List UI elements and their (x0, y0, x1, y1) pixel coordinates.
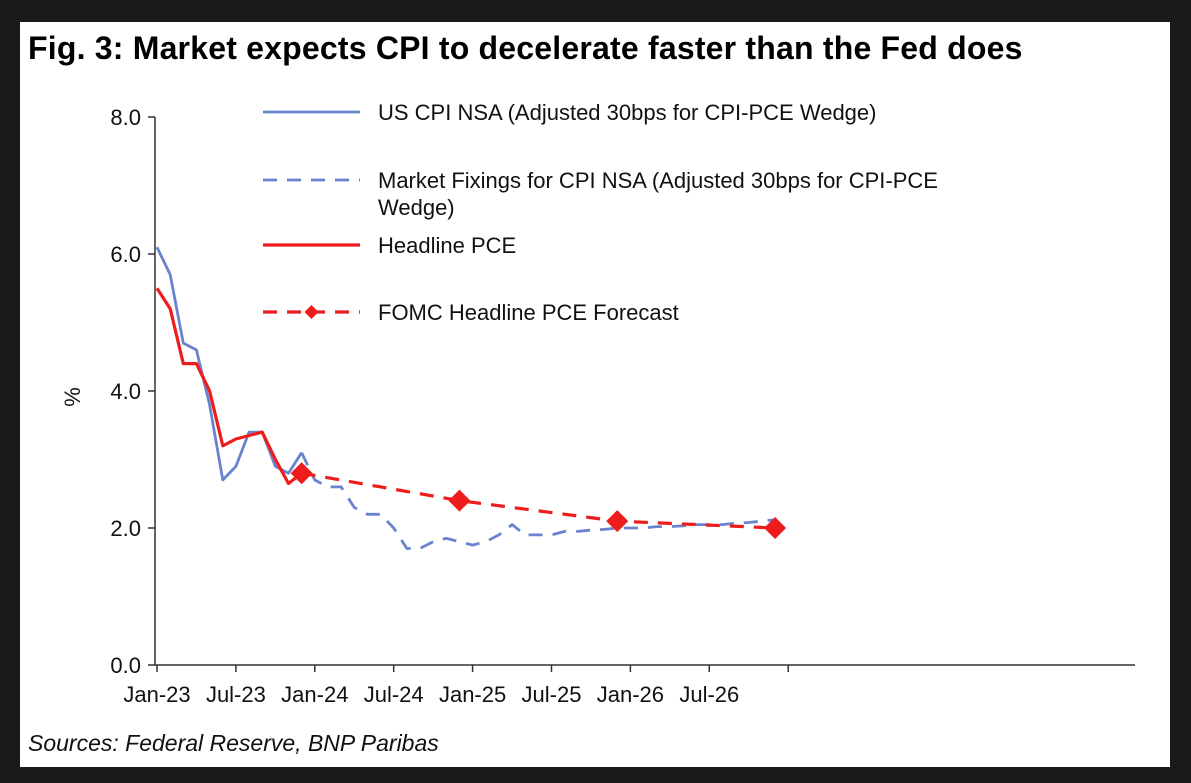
forecast-marker (448, 489, 471, 512)
series-line-4 (301, 471, 776, 530)
legend-label-4: FOMC Headline PCE Forecast (378, 300, 679, 325)
chart-card: Fig. 3: Market expects CPI to decelerate… (20, 22, 1170, 767)
y-axis-label: % (60, 387, 85, 407)
x-tick-label: Jan-26 (597, 682, 664, 707)
legend-label-line: Market Fixings for CPI NSA (Adjusted 30b… (378, 168, 938, 193)
series-line-1 (155, 246, 303, 482)
series-lines (155, 246, 787, 550)
x-tick-label: Jul-26 (679, 682, 739, 707)
axes (154, 117, 1135, 666)
x-axis-ticks: Jan-23 Jul-23 Jan-24 Jul-24 Jan-25 Jul-25 Jan-… (123, 665, 789, 707)
y-tick-label: 0.0 (110, 653, 141, 678)
x-tick-label: Jan-23 (123, 682, 190, 707)
legend-marker (304, 305, 319, 319)
chart-title: Fig. 3: Market expects CPI to decelerate… (28, 30, 1023, 66)
y-axis-ticks: 0.0 2.0 4.0 6.0 8.0 (110, 105, 155, 678)
forecast-marker (764, 517, 787, 539)
y-tick-label: 6.0 (110, 242, 141, 267)
x-tick-label: Jan-25 (439, 682, 506, 707)
forecast-marker (606, 510, 629, 533)
legend-label-3: Headline PCE (378, 233, 516, 258)
source-note: Sources: Federal Reserve, BNP Paribas (28, 730, 439, 756)
line-chart: 0.0 2.0 4.0 6.0 8.0 Jan-23 Jul-23 Jan-24 Jul-24… (60, 100, 1135, 707)
series-line-3 (155, 287, 303, 486)
x-tick-label: Jan-24 (281, 682, 348, 707)
legend-label-line: Wedge) (378, 195, 455, 220)
y-tick-label: 8.0 (110, 105, 141, 130)
y-tick-label: 2.0 (110, 516, 141, 541)
y-tick-label: 4.0 (110, 379, 141, 404)
legend: US CPI NSA (Adjusted 30bps for CPI-PCE W… (263, 100, 938, 325)
legend-label-1: US CPI NSA (Adjusted 30bps for CPI-PCE W… (378, 100, 876, 125)
x-tick-label: Jul-25 (522, 682, 582, 707)
x-tick-label: Jul-23 (206, 682, 266, 707)
forecast-marker (290, 462, 313, 485)
x-tick-label: Jul-24 (364, 682, 424, 707)
legend-label-2: Market Fixings for CPI NSA (Adjusted 30b… (378, 168, 938, 220)
series-line-2 (300, 451, 776, 550)
